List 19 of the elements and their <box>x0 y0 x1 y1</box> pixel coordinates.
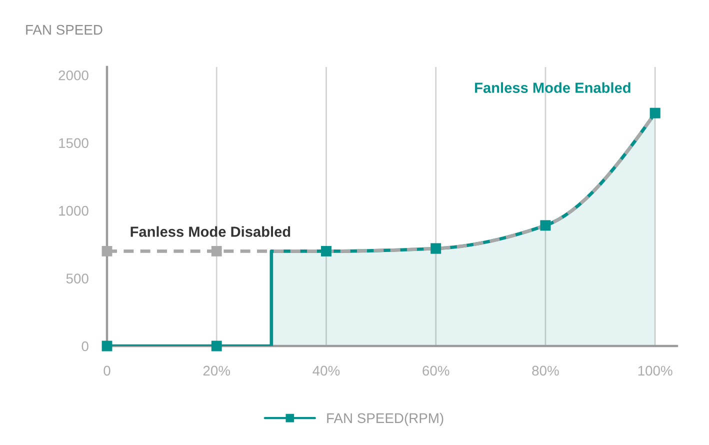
annotation: Fanless Mode Disabled <box>130 226 290 237</box>
y-tick-label: 0 <box>82 341 88 352</box>
point <box>211 246 222 256</box>
legend-label: FAN SPEED(RPM) <box>327 412 444 426</box>
x-tick-label: 0 <box>104 366 110 376</box>
annotation: Fanless Mode Enabled <box>475 82 630 93</box>
y-tick-label: 1000 <box>59 206 88 216</box>
y-tick-label: 1500 <box>59 138 88 148</box>
point <box>211 340 222 352</box>
x-tick-label: 40% <box>312 366 340 376</box>
point <box>102 246 112 256</box>
y-tick-label: 500 <box>66 274 88 284</box>
point <box>102 340 112 352</box>
x-tick-label: 20% <box>203 366 230 376</box>
y-axis-title: FAN SPEED <box>26 24 102 35</box>
y-tick-label: 2000 <box>58 70 88 80</box>
x-tick-label: 80% <box>532 366 559 376</box>
x-tick-label: 100% <box>638 366 672 376</box>
x-tick-label: 60% <box>422 366 450 376</box>
